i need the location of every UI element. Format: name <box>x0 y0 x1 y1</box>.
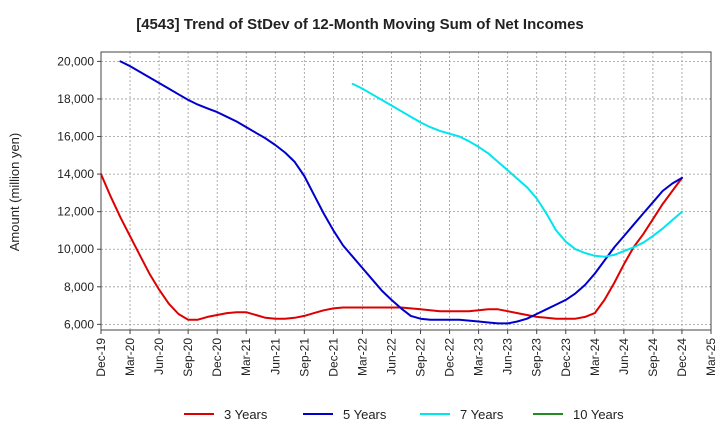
x-tick-label: Dec-22 <box>443 338 457 377</box>
y-tick-label: 8,000 <box>64 280 94 294</box>
plot-area-frame <box>100 51 712 331</box>
x-tick-label: Sep-21 <box>297 338 311 377</box>
x-tick-label: Sep-22 <box>414 338 428 377</box>
y-tick-label: 16,000 <box>57 130 94 144</box>
legend-label: 3 Years <box>224 407 268 422</box>
y-tick-label: 14,000 <box>57 167 94 181</box>
y-tick-label: 12,000 <box>57 205 94 219</box>
grid-lines <box>100 52 712 330</box>
series-line-3-years <box>100 173 683 321</box>
series-lines <box>100 60 683 325</box>
x-tick-label: Mar-23 <box>472 338 486 376</box>
x-tick-label: Dec-24 <box>675 338 689 377</box>
x-tick-label: Jun-23 <box>501 338 515 375</box>
x-tick-label: Mar-20 <box>123 338 137 376</box>
x-tick-label: Mar-25 <box>704 338 718 376</box>
series-line-5-years <box>119 60 683 325</box>
y-tick-label: 10,000 <box>57 242 94 256</box>
x-tick-label: Sep-20 <box>181 338 195 377</box>
x-tick-label: Sep-23 <box>530 338 544 377</box>
x-tick-label: Jun-24 <box>617 338 631 375</box>
x-tick-label: Dec-20 <box>210 338 224 377</box>
x-axis: Dec-19 Mar-20 Jun-20 Sep-20 Dec-20 Mar-21 Jun-… <box>94 330 718 377</box>
x-tick-label: Sep-24 <box>646 338 660 377</box>
chart-title: [4543] Trend of StDev of 12-Month Moving… <box>136 16 584 33</box>
x-tick-label: Jun-22 <box>384 338 398 375</box>
y-axis: 6,000 8,000 10,000 12,000 14,000 16,000 18,000… <box>57 54 101 331</box>
x-tick-label: Dec-19 <box>94 338 108 377</box>
x-tick-label: Mar-24 <box>588 338 602 376</box>
y-axis-label: Amount (million yen) <box>7 133 22 252</box>
x-tick-label: Mar-22 <box>355 338 369 376</box>
legend: 3 Years 5 Years 7 Years 10 Years <box>184 407 624 422</box>
x-tick-label: Dec-23 <box>559 338 573 377</box>
legend-label: 5 Years <box>343 407 387 422</box>
x-tick-label: Mar-21 <box>239 338 253 376</box>
series-line-7-years <box>351 82 683 258</box>
y-tick-label: 20,000 <box>57 54 94 68</box>
x-tick-label: Jun-21 <box>268 338 282 375</box>
y-tick-label: 6,000 <box>64 317 94 331</box>
x-tick-label: Jun-20 <box>152 338 166 375</box>
legend-label: 7 Years <box>460 407 504 422</box>
legend-label: 10 Years <box>573 407 624 422</box>
y-tick-label: 18,000 <box>57 92 94 106</box>
x-tick-label: Dec-21 <box>326 338 340 377</box>
